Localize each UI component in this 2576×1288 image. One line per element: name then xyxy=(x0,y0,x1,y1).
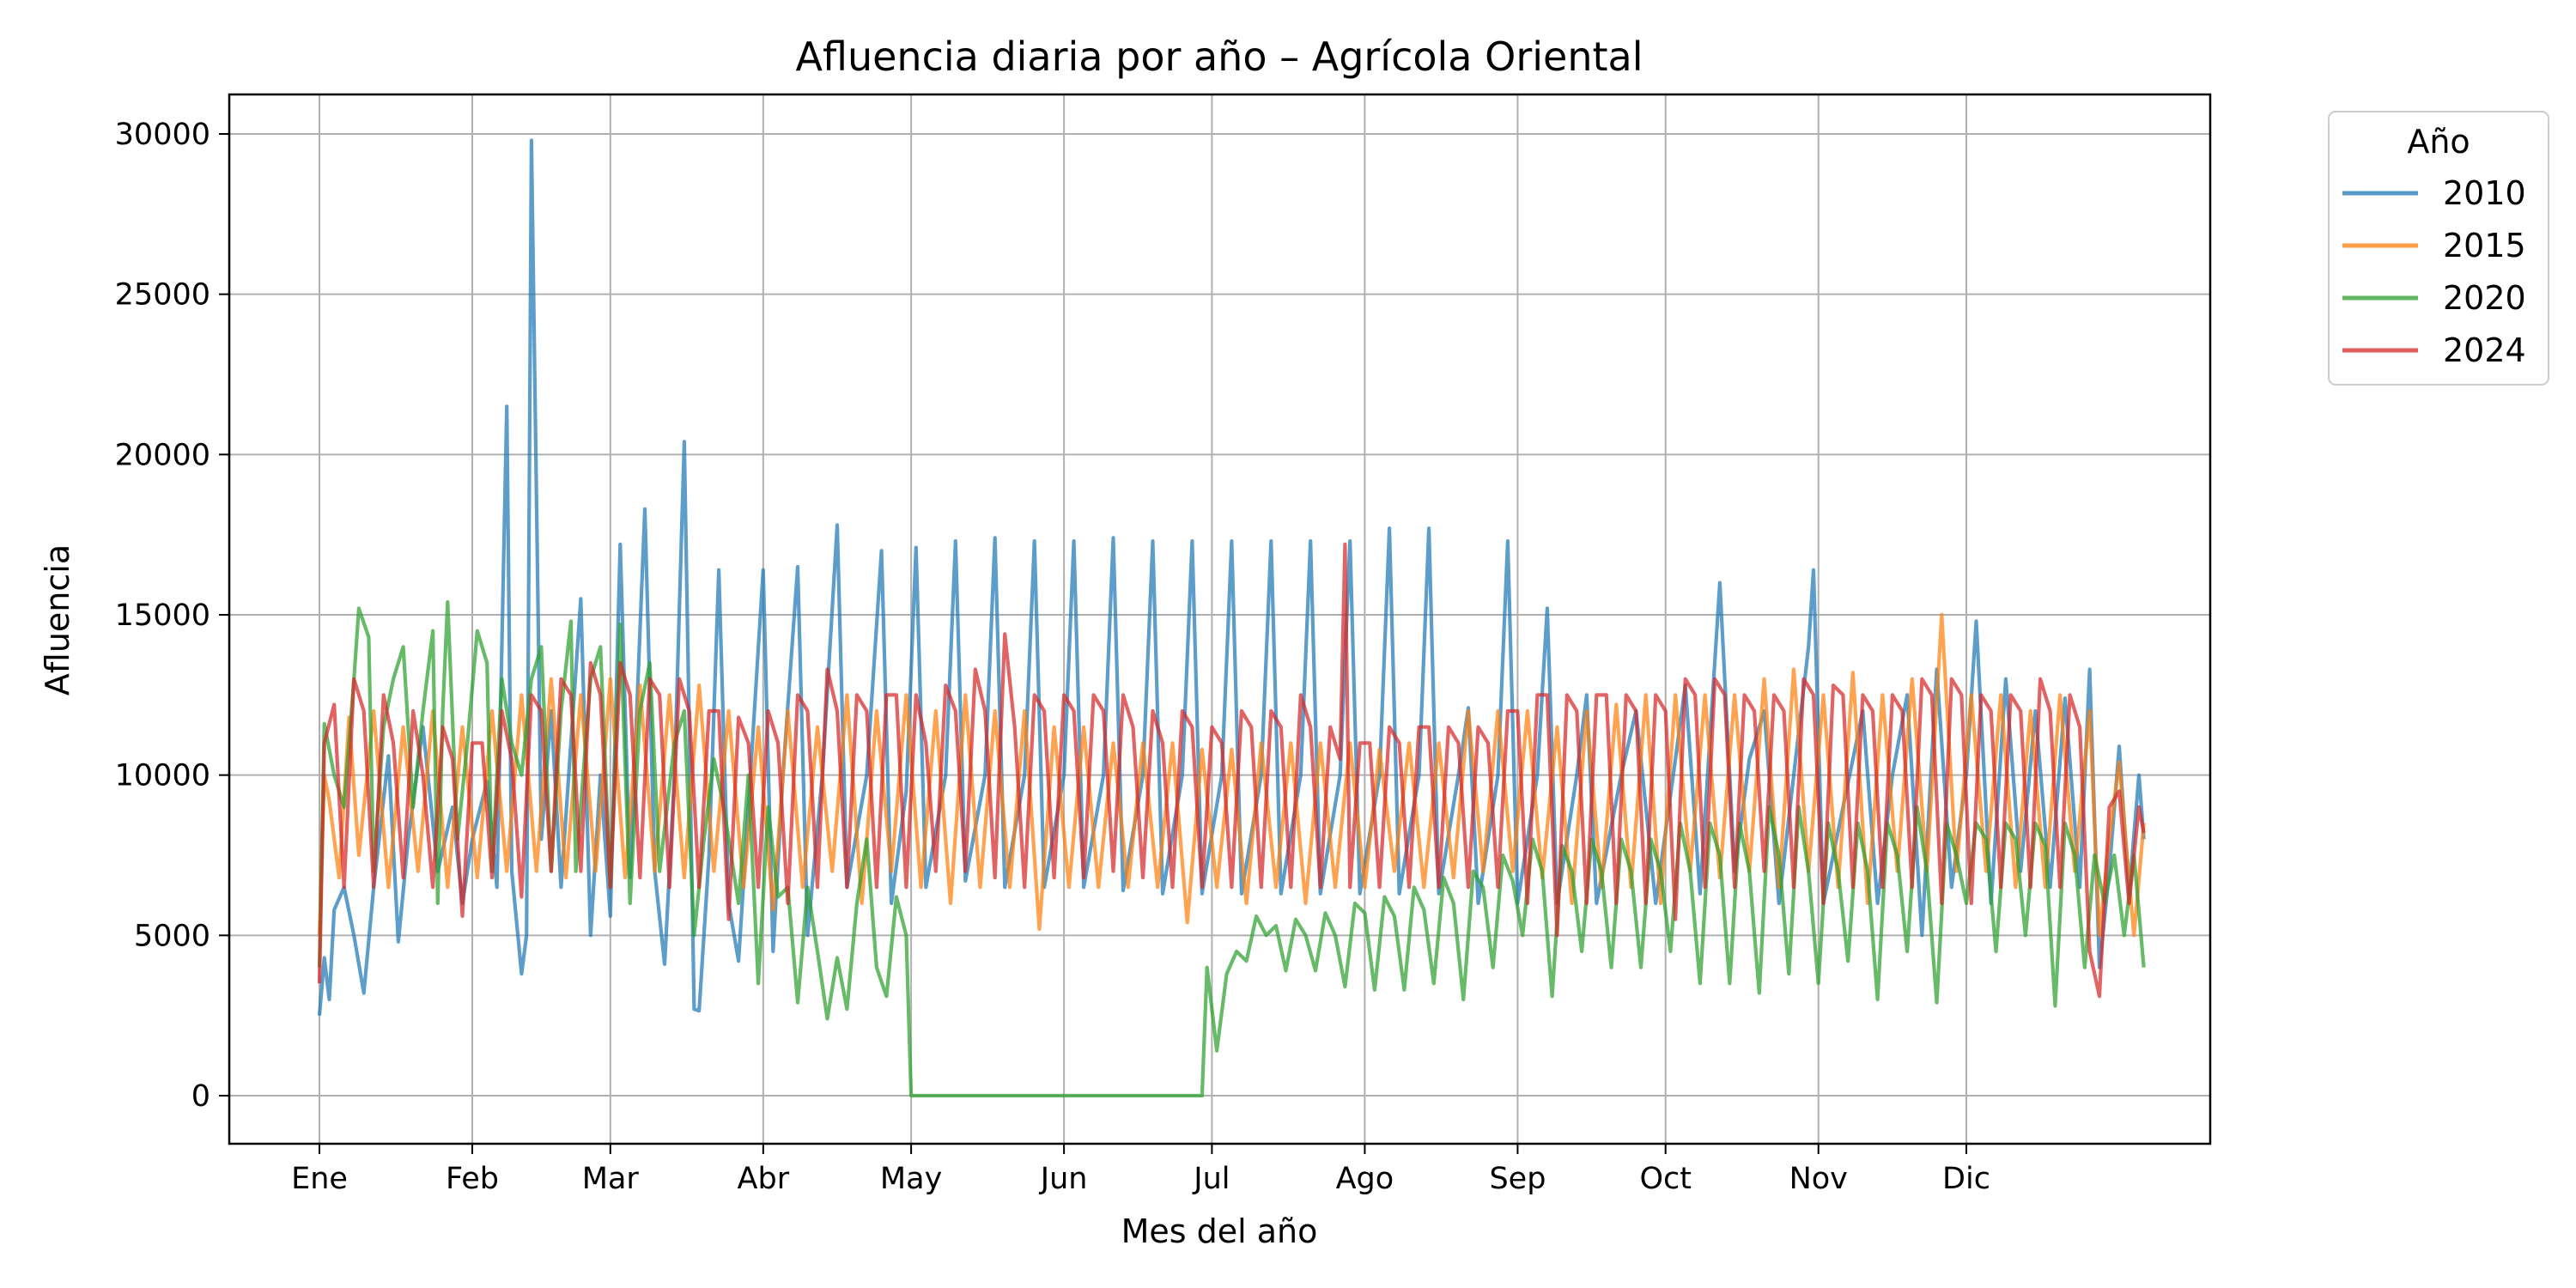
legend-label-2024: 2024 xyxy=(2443,331,2526,369)
series-line-2024 xyxy=(317,542,2146,999)
legend-label-2015: 2015 xyxy=(2443,227,2526,264)
legend: Año 2010 2015 2020 2024 xyxy=(2328,111,2549,386)
x-tick-label: Dic xyxy=(1942,1162,1990,1196)
x-axis-title: Mes del año xyxy=(1121,1212,1318,1250)
y-tick-label: 25000 xyxy=(115,278,210,313)
series-line-2010 xyxy=(317,138,2146,1016)
plot-frame xyxy=(228,93,2212,1145)
x-tick-label: May xyxy=(880,1162,942,1196)
series-line-2015 xyxy=(317,612,2146,938)
x-tick-label: Feb xyxy=(446,1162,499,1196)
x-tick-label: Oct xyxy=(1639,1162,1692,1196)
y-axis-title: Afluencia xyxy=(39,544,76,696)
x-tick-label: Nov xyxy=(1789,1162,1848,1196)
x-tick-label: Jul xyxy=(1192,1162,1230,1196)
y-axis-ticks: 0 5000 10000 15000 20000 25000 30000 xyxy=(115,118,229,1114)
x-tick-label: Sep xyxy=(1489,1162,1546,1196)
x-tick-label: Ene xyxy=(291,1162,348,1196)
legend-label-2010: 2010 xyxy=(2443,174,2526,212)
x-axis-ticks: Ene Feb Mar Abr May Jun Jul Ago Sep Oct Nov Dic xyxy=(291,1144,1990,1196)
legend-label-2020: 2020 xyxy=(2443,279,2526,317)
y-tick-label: 20000 xyxy=(115,438,210,472)
chart-title: Afluencia diaria por año – Agrícola Orie… xyxy=(796,33,1643,80)
x-tick-label: Mar xyxy=(582,1162,640,1196)
y-tick-label: 0 xyxy=(191,1079,210,1114)
legend-box xyxy=(2328,111,2549,386)
series-lines xyxy=(317,138,2146,1098)
y-tick-label: 30000 xyxy=(115,118,210,152)
y-tick-label: 10000 xyxy=(115,759,210,793)
x-tick-label: Abr xyxy=(738,1162,790,1196)
y-tick-label: 15000 xyxy=(115,598,210,633)
y-tick-label: 5000 xyxy=(134,919,210,953)
x-tick-label: Jun xyxy=(1039,1162,1088,1196)
legend-title: Año xyxy=(2407,123,2470,161)
x-tick-label: Ago xyxy=(1336,1162,1394,1196)
